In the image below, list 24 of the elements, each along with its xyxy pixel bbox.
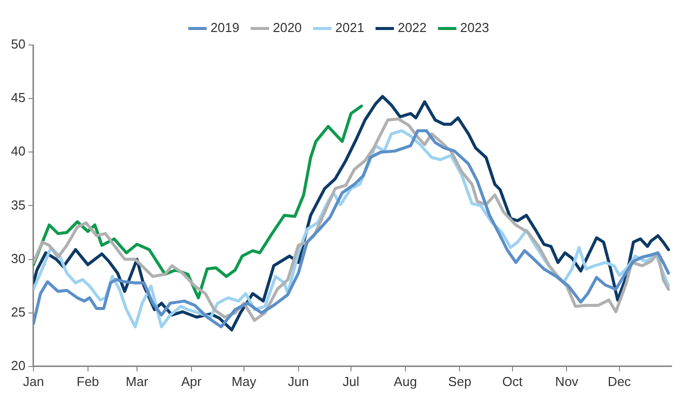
x-tick-label: Jun — [288, 374, 309, 389]
y-tick-label: 40 — [10, 144, 26, 159]
y-tick-label: 20 — [10, 358, 26, 373]
x-tick-label: Oct — [502, 374, 523, 389]
x-tick-label: Apr — [181, 374, 202, 389]
legend-label: 2021 — [335, 20, 364, 36]
x-tick-label: Mar — [126, 374, 149, 389]
y-tick-label: 35 — [10, 197, 26, 212]
legend-label: 2019 — [210, 20, 240, 36]
legend-label: 2020 — [272, 20, 302, 36]
x-tick-label: May — [232, 374, 257, 389]
x-tick-label: Feb — [76, 374, 100, 389]
y-tick-label: 30 — [10, 250, 26, 266]
x-tick-label: Nov — [555, 374, 579, 389]
y-tick-label: 25 — [10, 304, 26, 320]
y-tick-label: 45 — [10, 90, 26, 106]
x-tick-label: Aug — [394, 374, 417, 389]
x-tick-label: Dec — [608, 374, 632, 389]
y-tick-label: 50 — [10, 36, 26, 52]
legend-label: 2022 — [398, 20, 427, 36]
x-tick-label: Jan — [22, 374, 44, 389]
x-tick-label: Jul — [342, 374, 360, 389]
x-tick-label: Sep — [448, 374, 472, 389]
legend-label: 2023 — [460, 20, 490, 36]
